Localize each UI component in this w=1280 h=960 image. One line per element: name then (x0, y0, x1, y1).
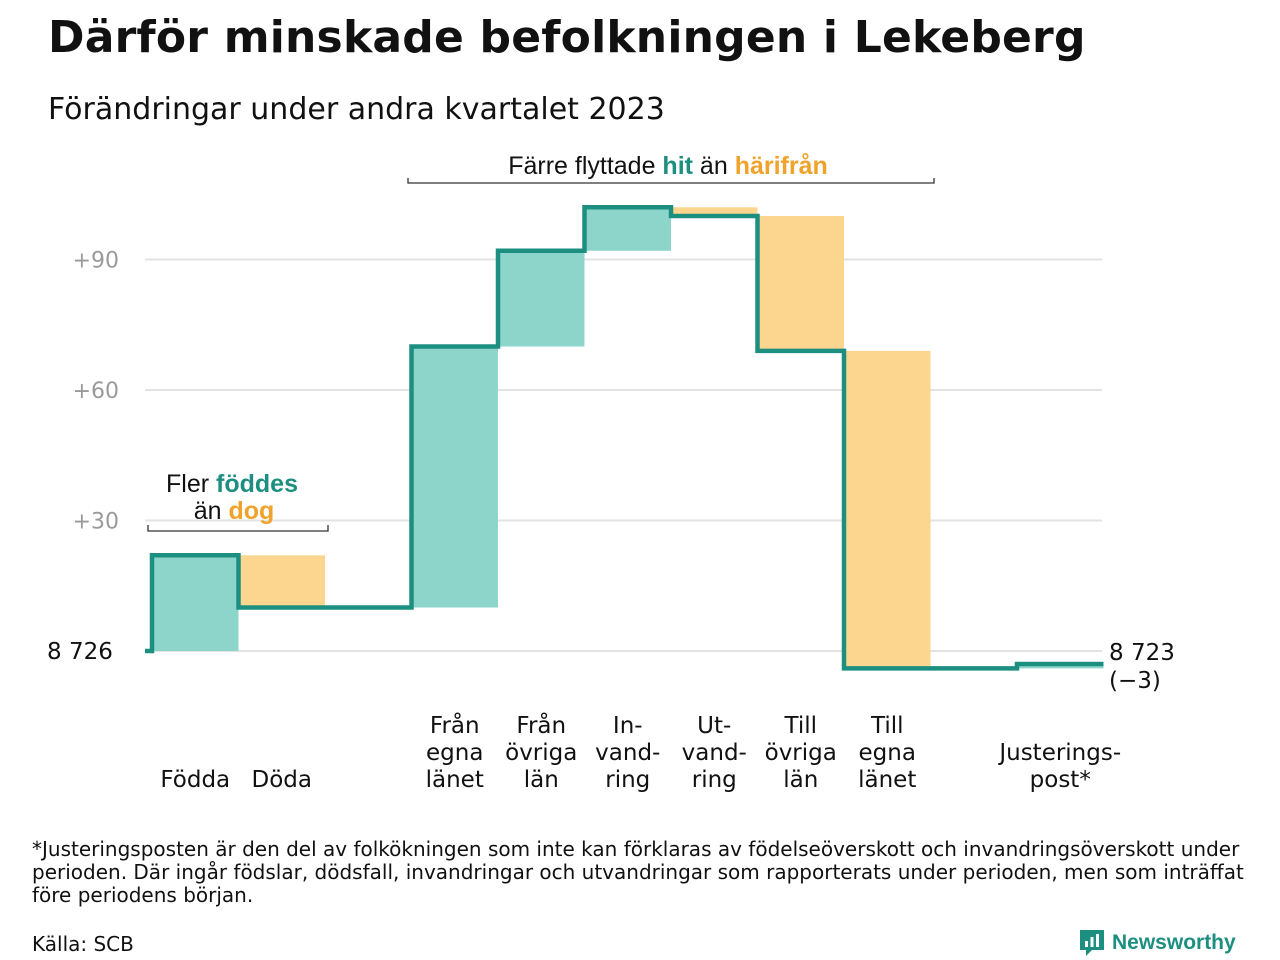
category-label: egna (859, 740, 916, 766)
annotation-word-in: föddes (209, 470, 298, 498)
waterfall-bar (757, 216, 844, 351)
category-label: län (783, 767, 818, 793)
category-label: vand- (595, 740, 660, 766)
annotation-word-out: dog (222, 497, 275, 525)
y-tick-label: +90 (73, 249, 119, 274)
category-label: Ut- (697, 713, 731, 739)
waterfall-bar (152, 555, 239, 651)
category-label: post* (1030, 767, 1091, 793)
category-label: vand- (682, 740, 747, 766)
annotation-word-plain: Färre flyttade (508, 152, 655, 180)
annotation-word-plain: än (693, 152, 728, 180)
category-label: Till (783, 713, 817, 739)
annotation-word-plain: Fler (166, 470, 209, 498)
waterfall-bar (844, 350, 931, 669)
migration-bracket (407, 178, 935, 184)
category-label: Från (516, 711, 566, 739)
category-label: Till (870, 713, 904, 739)
waterfall-bar (411, 346, 498, 608)
births-annotation-line2: än dog (194, 497, 275, 525)
y-tick-label: +30 (73, 510, 119, 535)
start-value-label: 8 726 (47, 639, 113, 665)
category-label: länet (858, 767, 916, 793)
waterfall-bar (584, 207, 671, 251)
migration-annotation: Färre flyttade hit än härifrån (508, 152, 828, 180)
category-label: länet (426, 767, 484, 793)
category-label: Födda (160, 767, 230, 793)
waterfall-bar (671, 207, 758, 216)
category-label: Justerings- (997, 740, 1121, 766)
category-label: ring (692, 767, 737, 793)
category-label: ring (605, 767, 650, 793)
annotation-word-plain: än (194, 497, 222, 525)
category-label: Från (430, 711, 480, 739)
chart-subtitle: Förändringar under andra kvartalet 2023 (48, 92, 665, 127)
births-annotation-line1: Fler föddes (166, 470, 298, 498)
end-value-label: 8 723 (1109, 640, 1175, 666)
source-label: Källa: SCB (32, 932, 134, 956)
category-label: övriga (765, 740, 837, 766)
brand-name: Newsworthy (1112, 931, 1236, 954)
y-tick-label: +60 (73, 379, 119, 404)
footnote: *Justeringsposten är den del av folkökni… (32, 837, 1244, 907)
births-bracket (147, 525, 329, 532)
category-label: Döda (252, 767, 312, 793)
waterfall-bar (498, 250, 585, 347)
category-label: In- (613, 713, 643, 739)
waterfall-bar (238, 555, 325, 608)
chart-title: Därför minskade befolkningen i Lekeberg (48, 12, 1086, 63)
brand: Newsworthy (1078, 928, 1236, 958)
annotation-word-out: härifrån (728, 152, 828, 180)
category-label: egna (426, 740, 483, 766)
newsworthy-logo-icon (1080, 930, 1104, 956)
population-step-line (145, 205, 1104, 671)
end-change-label: (−3) (1109, 668, 1161, 694)
category-label: län (524, 767, 559, 793)
annotation-word-in: hit (655, 152, 693, 180)
category-label: övriga (505, 740, 577, 766)
